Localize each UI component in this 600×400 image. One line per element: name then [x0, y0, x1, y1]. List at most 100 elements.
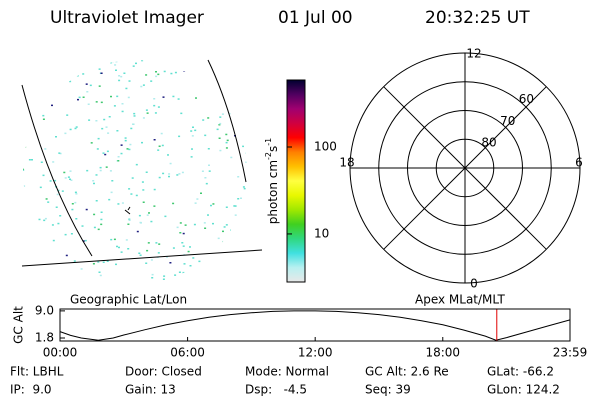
y-axis-label: GC Alt: [12, 306, 26, 344]
speckle: [168, 173, 171, 175]
speckle: [182, 232, 185, 235]
speckle: [242, 145, 245, 148]
speckle: [92, 180, 95, 182]
speckle: [116, 95, 119, 98]
speckle: [128, 219, 131, 221]
speckle: [111, 180, 114, 182]
x-tick-label: 00:00: [43, 346, 78, 360]
speckle: [245, 161, 247, 163]
speckle: [178, 135, 181, 138]
info-field: IP: 9.0: [10, 383, 52, 397]
speckle: [182, 245, 185, 247]
speckle: [174, 274, 177, 276]
speckle: [191, 148, 193, 150]
speckle: [89, 84, 92, 87]
speckle: [108, 198, 111, 201]
speckle: [132, 123, 135, 125]
speckle: [44, 259, 47, 262]
y-tick-label: 1.8: [35, 330, 54, 344]
speckle: [90, 142, 93, 144]
speckle: [199, 283, 202, 284]
speckle: [150, 220, 153, 223]
speckle: [95, 174, 98, 176]
speckle: [65, 254, 68, 257]
info-table: Flt: LBHL Door: Closed Mode: Normal GC Alt:…: [10, 365, 560, 397]
speckle: [148, 212, 150, 214]
speckle: [198, 273, 201, 275]
speckle: [253, 285, 255, 287]
speckle: [74, 201, 77, 204]
speckle: [184, 224, 187, 226]
speckle: [136, 230, 139, 233]
speckle: [39, 186, 42, 189]
speckle: [107, 132, 110, 134]
speckle: [117, 203, 120, 205]
speckle: [142, 117, 145, 119]
speckle: [194, 129, 197, 132]
speckle: [43, 219, 46, 222]
speckle: [100, 101, 103, 104]
speckle: [145, 74, 148, 76]
speckle: [74, 127, 77, 130]
speckle: [129, 143, 132, 146]
speckle: [155, 75, 158, 78]
info-field: GLon: 124.2: [487, 383, 560, 397]
speckle: [212, 222, 214, 225]
speckle: [204, 134, 207, 137]
speckle: [179, 222, 182, 224]
speckle: [38, 248, 41, 250]
speckle: [234, 77, 237, 80]
speckle: [146, 214, 149, 216]
speckle: [67, 176, 70, 178]
speckle: [248, 65, 250, 67]
speckle: [153, 98, 156, 100]
speckle: [30, 62, 33, 64]
speckle: [110, 95, 112, 98]
speckle: [145, 171, 148, 173]
speckle: [64, 233, 67, 236]
speckle: [207, 117, 210, 119]
speckle: [36, 68, 39, 71]
mlt-label: 12: [466, 47, 481, 61]
speckle: [118, 246, 120, 249]
speckle: [221, 113, 224, 115]
speckle: [180, 112, 183, 115]
speckle: [57, 222, 60, 225]
coastline: [21, 84, 93, 257]
speckle: [124, 139, 127, 142]
speckle: [162, 96, 165, 98]
speckle: [211, 283, 214, 284]
speckle: [243, 272, 246, 274]
speckle: [241, 135, 244, 137]
speckle: [231, 271, 234, 273]
plot-title-left: Geographic Lat/Lon: [70, 293, 187, 307]
speckle: [84, 239, 87, 242]
speckle: [172, 95, 175, 98]
speckle: [56, 193, 59, 196]
speckle: [115, 263, 117, 266]
speckle: [86, 91, 89, 93]
speckle: [102, 261, 105, 263]
speckle: [74, 60, 77, 62]
speckle: [228, 262, 230, 265]
speckle: [225, 133, 228, 136]
speckle: [42, 114, 45, 117]
speckle: [207, 214, 209, 216]
speckle: [131, 177, 134, 179]
speckle: [139, 254, 142, 256]
y-tick-label: 9.0: [35, 303, 54, 317]
speckle: [21, 160, 23, 162]
info-field: Dsp: -4.5: [245, 383, 307, 397]
speckle: [106, 150, 109, 153]
speckle: [230, 98, 232, 100]
speckle: [120, 152, 123, 155]
speckle: [245, 243, 247, 245]
speckle: [75, 193, 78, 195]
speckle: [140, 85, 143, 88]
speckle: [229, 112, 232, 115]
speckle: [238, 273, 241, 275]
speckle: [150, 259, 153, 261]
speckle: [236, 100, 239, 103]
image-speckles: [21, 60, 255, 287]
speckle: [52, 268, 55, 270]
